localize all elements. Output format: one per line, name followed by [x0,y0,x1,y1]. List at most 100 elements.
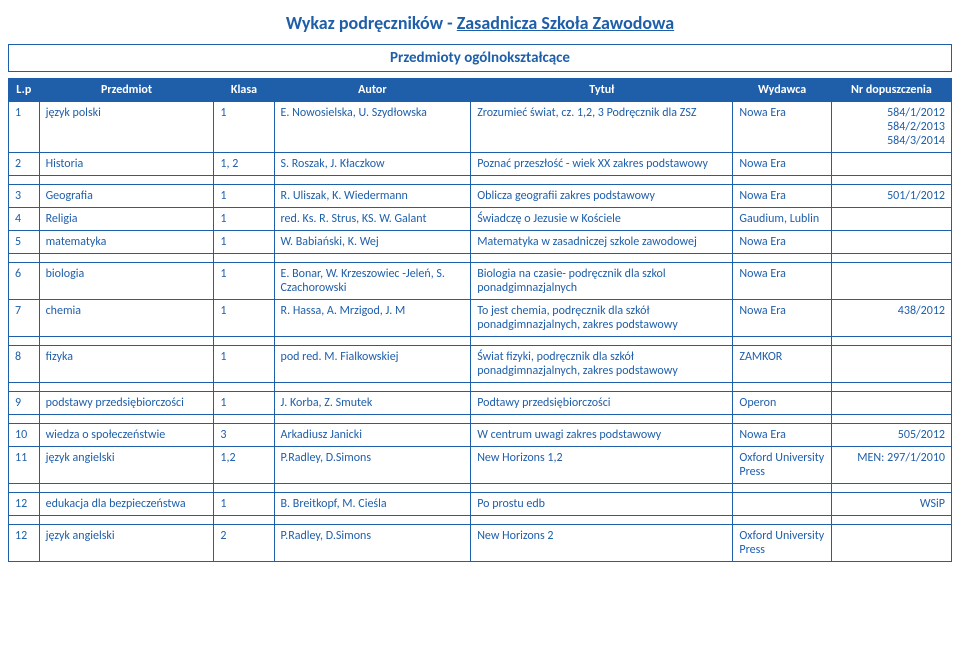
spacer-row [9,383,952,392]
page-title: Wykaz podręczników - Zasadnicza Szkoła Z… [8,12,952,34]
cell-klasa: 1 [214,392,274,415]
table-row: 5matematyka1W. Babiański, K. WejMatematy… [9,231,952,254]
cell-nr: 505/2012 [831,424,951,447]
cell-wyd: Nowa Era [733,185,831,208]
cell-tytul: New Horizons 2 [471,525,733,562]
cell-wyd: Oxford University Press [733,447,831,484]
cell-nr: 438/2012 [831,300,951,337]
th-nr: Nr dopuszczenia [831,79,951,102]
cell-autor: B. Breitkopf, M. Cieśla [274,493,471,516]
cell-autor: P.Radley, D.Simons [274,525,471,562]
cell-lp: 7 [9,300,40,337]
cell-wyd: Nowa Era [733,102,831,153]
table-row: 2Historia1, 2S. Roszak, J. KłaczkowPozna… [9,153,952,176]
cell-nr [831,231,951,254]
cell-autor: Arkadiusz Janicki [274,424,471,447]
cell-subj: Historia [39,153,214,176]
cell-wyd: Nowa Era [733,263,831,300]
cell-nr: 501/1/2012 [831,185,951,208]
cell-wyd: Operon [733,392,831,415]
cell-klasa: 1 [214,300,274,337]
table-header-row: L.p Przedmiot Klasa Autor Tytuł Wydawca … [9,79,952,102]
table-row: 3Geografia1R. Uliszak, K. WiedermannObli… [9,185,952,208]
cell-subj: Religia [39,208,214,231]
cell-subj: Geografia [39,185,214,208]
table-row: 8fizyka1pod red. M. FialkowskiejŚwiat fi… [9,346,952,383]
th-wyd: Wydawca [733,79,831,102]
cell-lp: 12 [9,493,40,516]
cell-lp: 5 [9,231,40,254]
cell-autor: W. Babiański, K. Wej [274,231,471,254]
cell-tytul: Zrozumieć świat, cz. 1,2, 3 Podręcznik d… [471,102,733,153]
cell-lp: 9 [9,392,40,415]
cell-klasa: 1 [214,102,274,153]
cell-tytul: Matematyka w zasadniczej szkole zawodowe… [471,231,733,254]
cell-autor: E. Nowosielska, U. Szydłowska [274,102,471,153]
cell-wyd: Nowa Era [733,424,831,447]
cell-nr [831,525,951,562]
cell-autor: red. Ks. R. Strus, KS. W. Galant [274,208,471,231]
cell-tytul: Oblicza geografii zakres podstawowy [471,185,733,208]
table-row: 11język angielski1,2P.Radley, D.SimonsNe… [9,447,952,484]
table-row: 12język angielski2P.Radley, D.SimonsNew … [9,525,952,562]
cell-tytul: Podtawy przedsiębiorczości [471,392,733,415]
cell-tytul: To jest chemia, podręcznik dla szkół pon… [471,300,733,337]
table-row: 9podstawy przedsiębiorczości1J. Korba, Z… [9,392,952,415]
th-lp: L.p [9,79,40,102]
title-span2: Zasadnicza Szkoła Zawodowa [457,12,674,34]
spacer-row [9,516,952,525]
subtitle-box: Przedmioty ogólnokształcące [8,44,952,72]
spacer-row [9,484,952,493]
cell-nr: 584/1/2012 584/2/2013 584/3/2014 [831,102,951,153]
cell-tytul: Po prostu edb [471,493,733,516]
cell-subj: chemia [39,300,214,337]
cell-tytul: New Horizons 1,2 [471,447,733,484]
cell-wyd: ZAMKOR [733,346,831,383]
cell-tytul: Biologia na czasie- podręcznik dla szkol… [471,263,733,300]
th-autor: Autor [274,79,471,102]
cell-autor: R. Hassa, A. Mrzigod, J. M [274,300,471,337]
spacer-row [9,176,952,185]
cell-subj: wiedza o społeczeństwie [39,424,214,447]
cell-klasa: 3 [214,424,274,447]
cell-subj: język angielski [39,525,214,562]
table-row: 12edukacja dla bezpieczeństwa1B. Breitko… [9,493,952,516]
cell-subj: podstawy przedsiębiorczości [39,392,214,415]
cell-wyd: Nowa Era [733,231,831,254]
cell-tytul: Poznać przeszłość - wiek XX zakres podst… [471,153,733,176]
cell-autor: S. Roszak, J. Kłaczkow [274,153,471,176]
table-row: 6biologia1E. Bonar, W. Krzeszowiec -Jele… [9,263,952,300]
table-row: 4Religia1red. Ks. R. Strus, KS. W. Galan… [9,208,952,231]
cell-klasa: 1 [214,231,274,254]
cell-klasa: 1 [214,346,274,383]
cell-subj: matematyka [39,231,214,254]
cell-subj: biologia [39,263,214,300]
cell-nr: MEN: 297/1/2010 [831,447,951,484]
cell-subj: język polski [39,102,214,153]
cell-lp: 1 [9,102,40,153]
th-subj: Przedmiot [39,79,214,102]
cell-klasa: 1,2 [214,447,274,484]
th-klasa: Klasa [214,79,274,102]
cell-klasa: 1, 2 [214,153,274,176]
cell-autor: J. Korba, Z. Smutek [274,392,471,415]
cell-nr [831,346,951,383]
textbook-table: L.p Przedmiot Klasa Autor Tytuł Wydawca … [8,78,952,562]
cell-lp: 10 [9,424,40,447]
cell-lp: 6 [9,263,40,300]
cell-wyd: Gaudium, Lublin [733,208,831,231]
cell-klasa: 1 [214,263,274,300]
table-body: 1język polski1E. Nowosielska, U. Szydłow… [9,102,952,562]
cell-nr [831,153,951,176]
cell-tytul: W centrum uwagi zakres podstawowy [471,424,733,447]
cell-autor: pod red. M. Fialkowskiej [274,346,471,383]
cell-wyd: Oxford University Press [733,525,831,562]
cell-wyd: Nowa Era [733,300,831,337]
th-tytul: Tytuł [471,79,733,102]
table-row: 1język polski1E. Nowosielska, U. Szydłow… [9,102,952,153]
title-span1: Wykaz podręczników - [286,12,457,34]
table-row: 7chemia1R. Hassa, A. Mrzigod, J. MTo jes… [9,300,952,337]
cell-tytul: Świat fizyki, podręcznik dla szkół ponad… [471,346,733,383]
cell-klasa: 2 [214,525,274,562]
cell-lp: 2 [9,153,40,176]
